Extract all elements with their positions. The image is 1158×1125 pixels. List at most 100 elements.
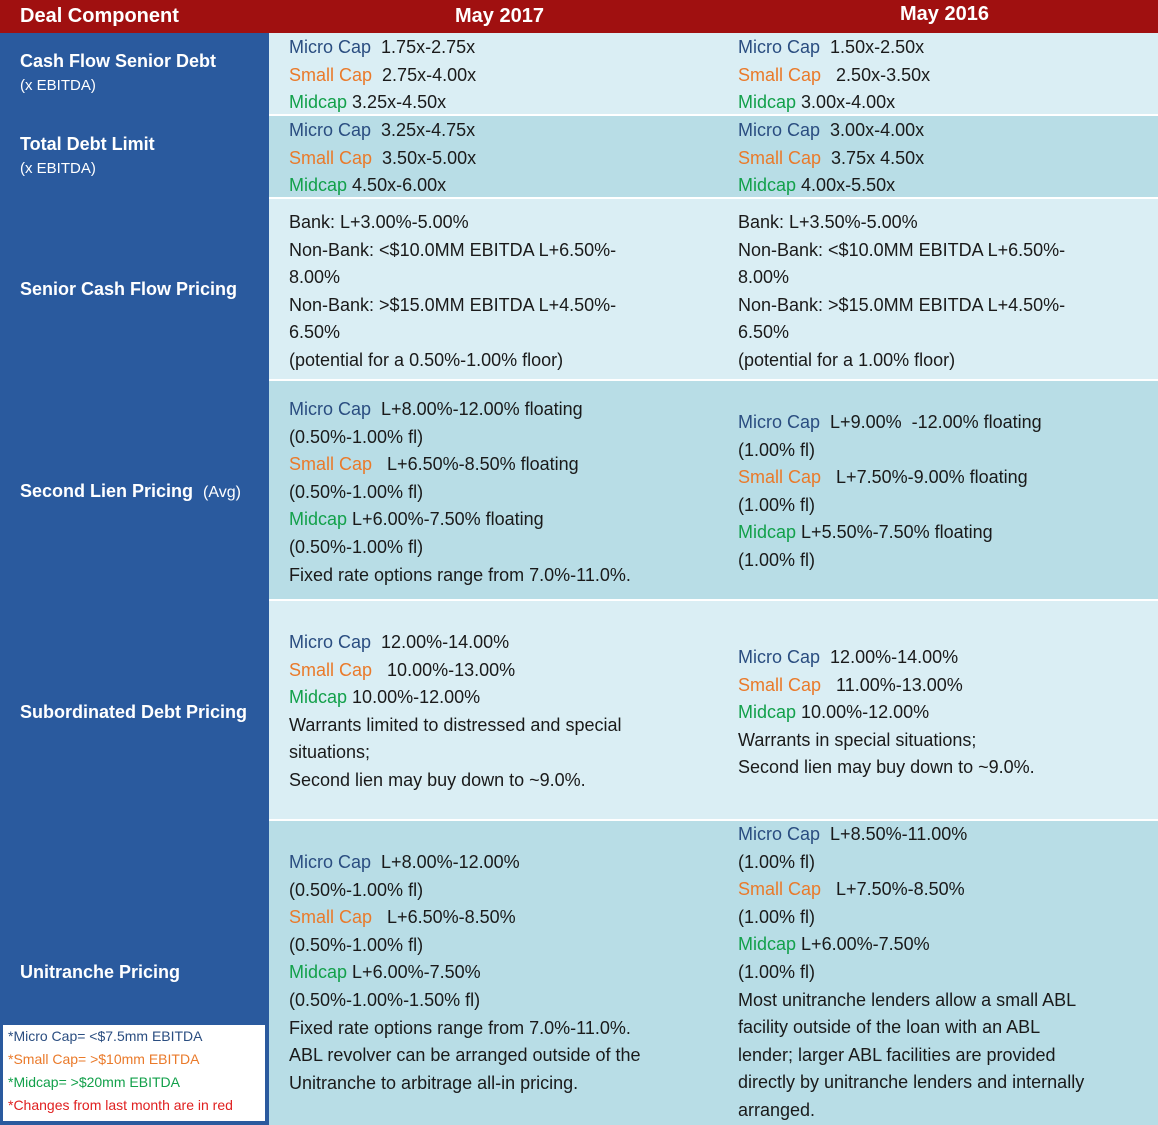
value: 3.50x-5.00x: [382, 147, 477, 168]
note-line: directly by unitranche lenders and inter…: [738, 1072, 1085, 1093]
row-band-unitranche-pricing: [269, 820, 1158, 1125]
row-band-senior-cash-flow-pricing: [269, 198, 1158, 380]
cell-subordinated-debt-pricing-2016: Micro Cap 12.00%-14.00% Small Cap 11.00%…: [738, 644, 1035, 782]
value: 2.50x-3.50x: [836, 64, 931, 85]
cell-total-debt-limit-2017: Micro Cap 3.25x-4.75x Small Cap 3.50x-5.…: [289, 117, 476, 200]
tier-line: Small Cap L+6.50%-8.50% floating: [289, 451, 631, 479]
floor-line: (1.00% fl): [738, 851, 816, 872]
note-line: Fixed rate options range from 7.0%-11.0%…: [289, 564, 631, 585]
tier-small-cap: Small Cap: [738, 879, 822, 900]
floor-line: (1.00% fl): [738, 906, 816, 927]
value: L+8.00%-12.00% floating: [381, 399, 583, 419]
deal-component-column: [0, 33, 269, 1125]
cell-total-debt-limit-2016: Micro Cap 3.00x-4.00x Small Cap 3.75x 4.…: [738, 117, 924, 200]
row-label-text: Subordinated Debt Pricing: [20, 702, 248, 722]
row-divider: [269, 114, 1158, 116]
value: 3.00x-4.00x: [801, 92, 896, 113]
tier-line: Midcap 10.00%-12.00%: [738, 699, 1035, 727]
tier-line: Midcap 3.25x-4.50x: [289, 89, 476, 117]
value: L+6.50%-8.50%: [387, 907, 516, 928]
cell-second-lien-pricing-2017: Micro Cap L+8.00%-12.00% floating (0.50%…: [289, 396, 631, 589]
note-line: facility outside of the loan with an ABL: [738, 1017, 1041, 1038]
cell-unitranche-pricing-2017: Micro Cap L+8.00%-12.00% (0.50%-1.00% fl…: [289, 849, 641, 1097]
floor-line: (1.00% fl): [738, 549, 816, 570]
row-label-text: Unitranche Pricing: [20, 962, 181, 982]
tier-micro-cap: Micro Cap: [289, 37, 372, 57]
tier-micro-cap: Micro Cap: [738, 120, 821, 140]
tier-line: Micro Cap 3.00x-4.00x: [738, 117, 924, 145]
row-label-second-lien-pricing: Second Lien Pricing (Avg): [20, 481, 241, 502]
value: 3.25x-4.75x: [381, 120, 476, 140]
tier-line: Midcap 3.00x-4.00x: [738, 89, 930, 117]
row-label-text: Second Lien Pricing: [20, 481, 194, 501]
row-label-unitranche-pricing: Unitranche Pricing: [20, 962, 180, 983]
tier-midcap: Midcap: [289, 509, 348, 530]
value: L+6.50%-8.50% floating: [387, 454, 579, 475]
note-line: Warrants in special situations;: [738, 729, 977, 750]
cell-cash-flow-senior-debt-2017: Micro Cap 1.75x-2.75x Small Cap 2.75x-4.…: [289, 34, 476, 117]
text-line: Non-Bank: >$15.0MM EBITDA L+4.50%-: [738, 294, 1066, 315]
value: 3.00x-4.00x: [830, 120, 925, 140]
tier-line: Small Cap 10.00%-13.00%: [289, 657, 621, 685]
tier-line: Midcap 10.00%-12.00%: [289, 684, 621, 712]
tier-small-cap: Small Cap: [289, 147, 373, 168]
value: 4.00x-5.50x: [801, 175, 896, 196]
tier-line: Micro Cap L+9.00% -12.00% floating: [738, 409, 1042, 437]
note-line: Second lien may buy down to ~9.0%.: [289, 769, 586, 790]
tier-micro-cap: Micro Cap: [289, 852, 372, 872]
value: 1.50x-2.50x: [830, 37, 925, 57]
cell-cash-flow-senior-debt-2016: Micro Cap 1.50x-2.50x Small Cap 2.50x-3.…: [738, 34, 930, 117]
floor-line: (0.50%-1.00% fl): [289, 879, 424, 900]
floor-line: (0.50%-1.00% fl): [289, 934, 424, 955]
tier-line: Small Cap 3.50x-5.00x: [289, 145, 476, 173]
tier-line: Small Cap 11.00%-13.00%: [738, 672, 1035, 700]
tier-line: Small Cap L+7.50%-9.00% floating: [738, 464, 1042, 492]
tier-small-cap: Small Cap: [289, 454, 373, 475]
tier-micro-cap: Micro Cap: [289, 632, 372, 652]
row-divider: [269, 819, 1158, 821]
tier-small-cap: Small Cap: [289, 659, 373, 680]
tier-midcap: Midcap: [738, 934, 797, 955]
value: L+7.50%-9.00% floating: [836, 467, 1028, 488]
floor-line: (0.50%-1.00%-1.50% fl): [289, 989, 481, 1010]
tier-midcap: Midcap: [738, 702, 797, 723]
value: L+6.00%-7.50% floating: [352, 509, 544, 530]
value: L+7.50%-8.50%: [836, 879, 965, 900]
value: L+5.50%-7.50% floating: [801, 522, 993, 543]
note-line: Fixed rate options range from 7.0%-11.0%…: [289, 1017, 631, 1038]
tier-line: Micro Cap L+8.50%-11.00%: [738, 821, 1084, 849]
text-line: Non-Bank: <$10.0MM EBITDA L+6.50%-: [289, 239, 617, 260]
tier-micro-cap: Micro Cap: [738, 412, 821, 432]
floor-line: (1.00% fl): [738, 961, 816, 982]
header-deal-component: Deal Component: [20, 5, 179, 27]
note-line: arranged.: [738, 1099, 816, 1120]
table-header: Deal Component May 2017 May 2016: [0, 0, 1158, 33]
value: 3.25x-4.50x: [352, 92, 447, 113]
row-label-subordinated-debt-pricing: Subordinated Debt Pricing: [20, 702, 247, 723]
note-line: situations;: [289, 742, 371, 763]
value: L+6.00%-7.50%: [352, 962, 481, 983]
text-line: Bank: L+3.50%-5.00%: [738, 212, 918, 232]
cell-senior-cash-flow-pricing-2017: Bank: L+3.00%-5.00% Non-Bank: <$10.0MM E…: [289, 209, 616, 375]
tier-small-cap: Small Cap: [289, 907, 373, 928]
legend-midcap: *Midcap= >$20mm EBITDA: [8, 1074, 180, 1090]
row-band-second-lien-pricing: [269, 380, 1158, 600]
legend-changes-note: *Changes from last month are in red: [8, 1097, 233, 1113]
value: 10.00%-13.00%: [387, 659, 516, 680]
row-band-cash-flow-senior-debt: [269, 33, 1158, 115]
note-line: lender; larger ABL facilities are provid…: [738, 1044, 1056, 1065]
text-line: Non-Bank: <$10.0MM EBITDA L+6.50%-: [738, 239, 1066, 260]
tier-line: Micro Cap 1.75x-2.75x: [289, 34, 476, 62]
value: 3.75x 4.50x: [831, 147, 925, 168]
value: L+8.00%-12.00%: [381, 852, 520, 872]
legend-box: *Micro Cap= <$7.5mm EBITDA *Small Cap= >…: [3, 1025, 265, 1121]
cell-senior-cash-flow-pricing-2016: Bank: L+3.50%-5.00% Non-Bank: <$10.0MM E…: [738, 209, 1065, 375]
row-band-total-debt-limit: [269, 115, 1158, 198]
row-sublabel: (x EBITDA): [20, 77, 96, 94]
text-line: 8.00%: [738, 267, 790, 288]
text-line: (potential for a 0.50%-1.00% floor): [289, 349, 564, 370]
tier-midcap: Midcap: [738, 175, 797, 196]
floor-line: (0.50%-1.00% fl): [289, 426, 424, 447]
row-sublabel: (x EBITDA): [20, 160, 96, 177]
header-may-2017: May 2017: [455, 5, 544, 27]
